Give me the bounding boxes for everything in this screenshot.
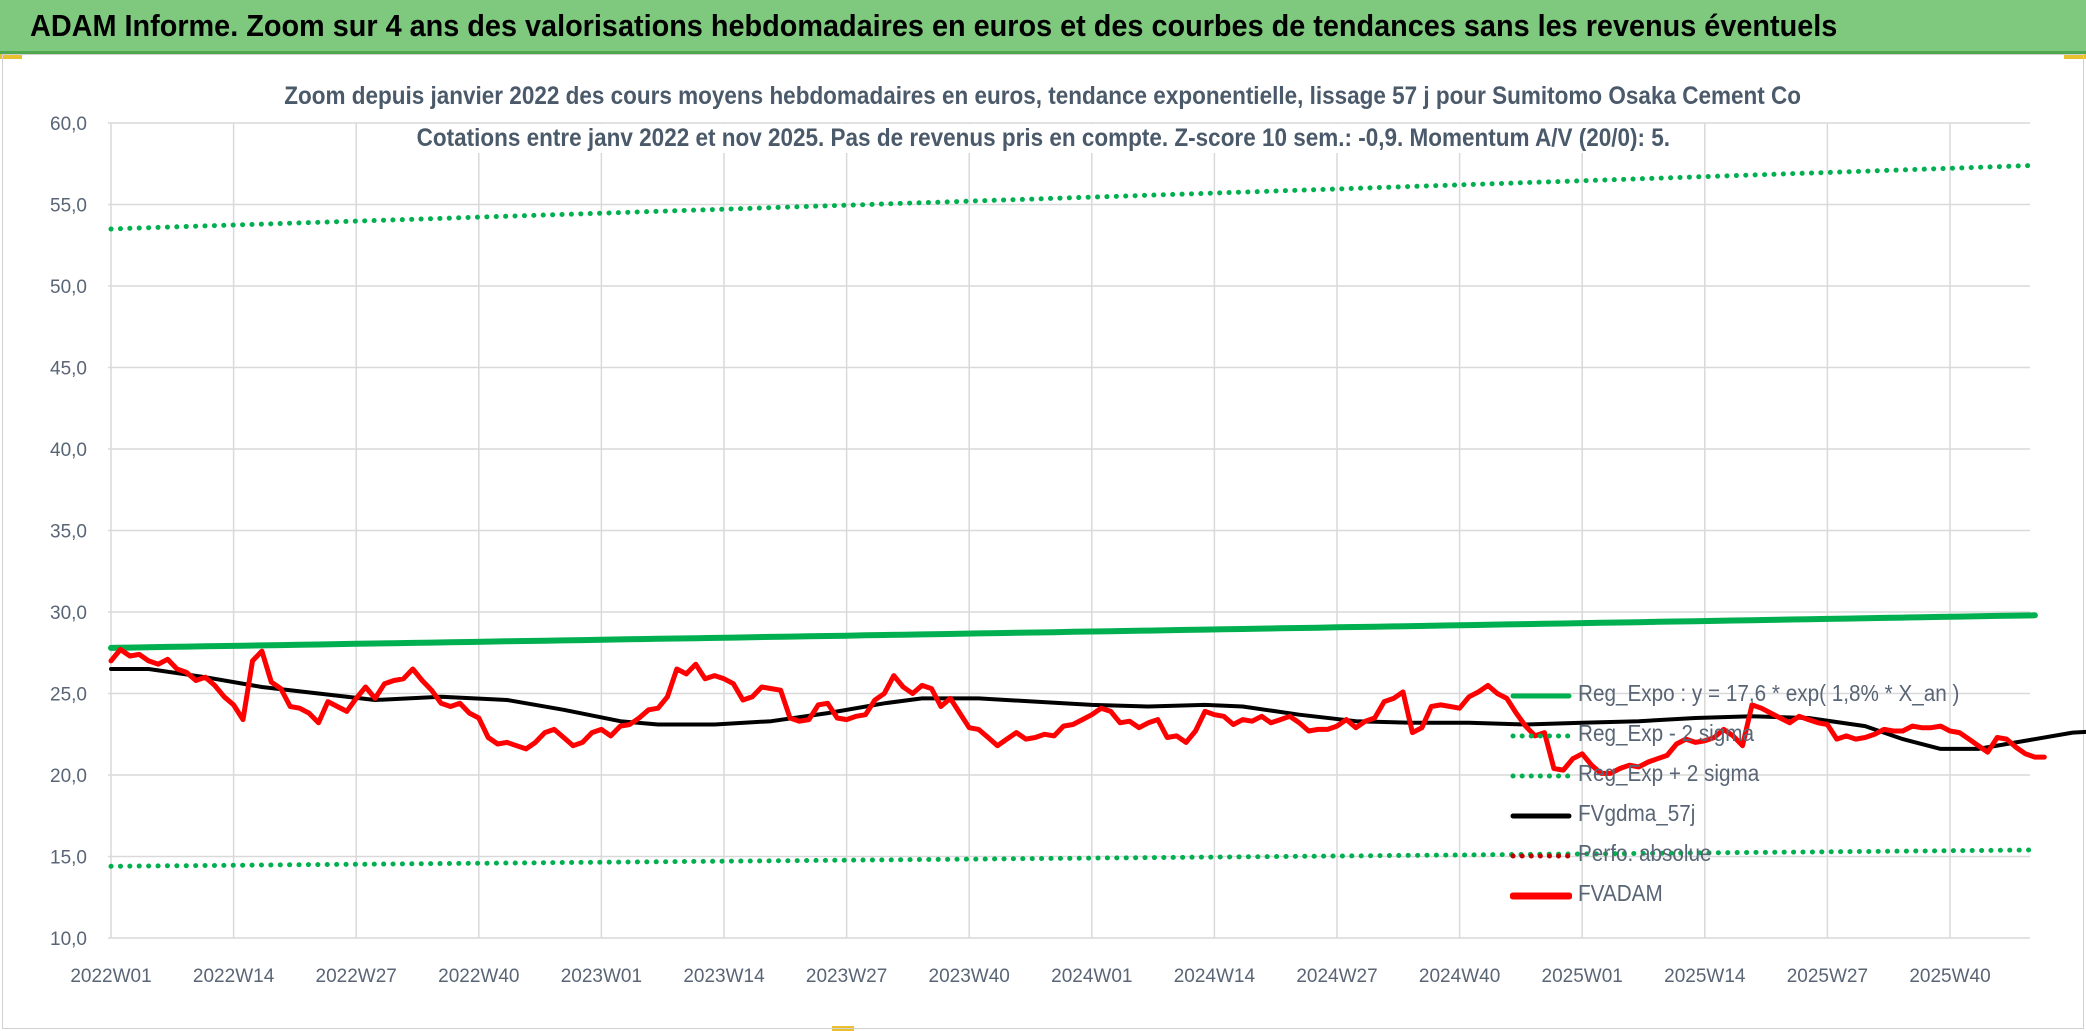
x-tick-label: 2025W27 <box>1787 966 1868 987</box>
legend-item: Reg_Expo : y = 17,6 * exp( 1,8% * X_an ) <box>1510 676 2000 716</box>
chart-legend: Reg_Expo : y = 17,6 * exp( 1,8% * X_an )… <box>1510 676 2000 916</box>
y-tick-label: 30,0 <box>50 603 87 624</box>
x-tick-label: 2023W14 <box>683 966 765 987</box>
legend-item: FVgdma_57j <box>1510 796 2000 836</box>
legend-item: Reg_Exp + 2 sigma <box>1510 756 2000 796</box>
legend-label: Reg_Exp + 2 sigma <box>1578 760 1760 786</box>
x-tick-label: 2024W40 <box>1419 966 1500 987</box>
banner-title: ADAM Informe. Zoom sur 4 ans des valoris… <box>30 8 1838 43</box>
legend-item: Perfo. absolue <box>1510 836 2000 876</box>
chart-title-line1: Zoom depuis janvier 2022 des cours moyen… <box>279 82 1807 111</box>
y-tick-label: 45,0 <box>50 359 87 380</box>
y-tick-label: 55,0 <box>50 196 87 217</box>
legend-swatch <box>1510 813 1572 819</box>
x-tick-label: 2024W01 <box>1051 966 1132 987</box>
y-tick-label: 60,0 <box>50 114 87 135</box>
series-reg-exp-plus-2sigma <box>108 162 2038 232</box>
x-tick-label: 2023W01 <box>561 966 642 987</box>
x-tick-label: 2024W14 <box>1174 966 1256 987</box>
chart-frame <box>2 54 2084 1029</box>
legend-label: Perfo. absolue <box>1578 840 1712 866</box>
y-tick-label: 20,0 <box>50 766 87 787</box>
chart-title-line2: Cotations entre janv 2022 et nov 2025. P… <box>410 124 1676 153</box>
series-reg-expo <box>108 612 2038 651</box>
legend-swatch <box>1510 892 1572 900</box>
corner-marker <box>0 54 22 59</box>
x-tick-label: 2022W27 <box>316 966 397 987</box>
x-tick-label: 2022W14 <box>193 966 275 987</box>
y-tick-label: 25,0 <box>50 685 87 706</box>
legend-item: Reg_Exp - 2 sigma <box>1510 716 2000 756</box>
x-tick-label: 2023W40 <box>929 966 1010 987</box>
legend-swatch <box>1510 853 1572 859</box>
series-fvadam <box>108 647 2047 776</box>
y-tick-label: 15,0 <box>50 848 87 869</box>
x-tick-label: 2025W14 <box>1664 966 1746 987</box>
legend-label: Reg_Expo : y = 17,6 * exp( 1,8% * X_an ) <box>1578 680 1960 706</box>
y-tick-label: 10,0 <box>50 929 87 950</box>
legend-label: Reg_Exp - 2 sigma <box>1578 720 1755 746</box>
x-tick-label: 2025W40 <box>1909 966 1990 987</box>
legend-swatch <box>1510 733 1572 739</box>
legend-swatch <box>1510 693 1572 699</box>
y-tick-label: 40,0 <box>50 440 87 461</box>
legend-label: FVgdma_57j <box>1578 800 1696 826</box>
x-tick-label: 2025W01 <box>1542 966 1623 987</box>
x-tick-label: 2024W27 <box>1296 966 1377 987</box>
chart-subtitle: Cotations entre janv 2022 et nov 2025. P… <box>0 124 2086 153</box>
y-axis-labels: 10,0 15,0 20,0 25,0 30,0 35,0 40,0 45,0 50,0 55,0… <box>50 114 87 950</box>
y-tick-label: 50,0 <box>50 277 87 298</box>
legend-item: FVADAM <box>1510 876 2000 916</box>
legend-label: FVADAM <box>1578 880 1663 906</box>
x-tick-label: 2022W01 <box>70 966 151 987</box>
series-reg-exp-minus-2sigma <box>108 847 2038 869</box>
legend-swatch <box>1510 773 1572 779</box>
series-layer <box>108 162 2086 869</box>
y-tick-label: 35,0 <box>50 522 87 543</box>
corner-marker <box>2064 54 2086 59</box>
x-tick-label: 2023W27 <box>806 966 887 987</box>
chart-title: Zoom depuis janvier 2022 des cours moyen… <box>0 82 2086 111</box>
report-banner: ADAM Informe. Zoom sur 4 ans des valoris… <box>0 0 2086 54</box>
x-axis-labels: 2022W01 2022W14 2022W27 2022W40 2023W01 2023W… <box>70 966 1990 987</box>
x-tick-label: 2022W40 <box>438 966 519 987</box>
